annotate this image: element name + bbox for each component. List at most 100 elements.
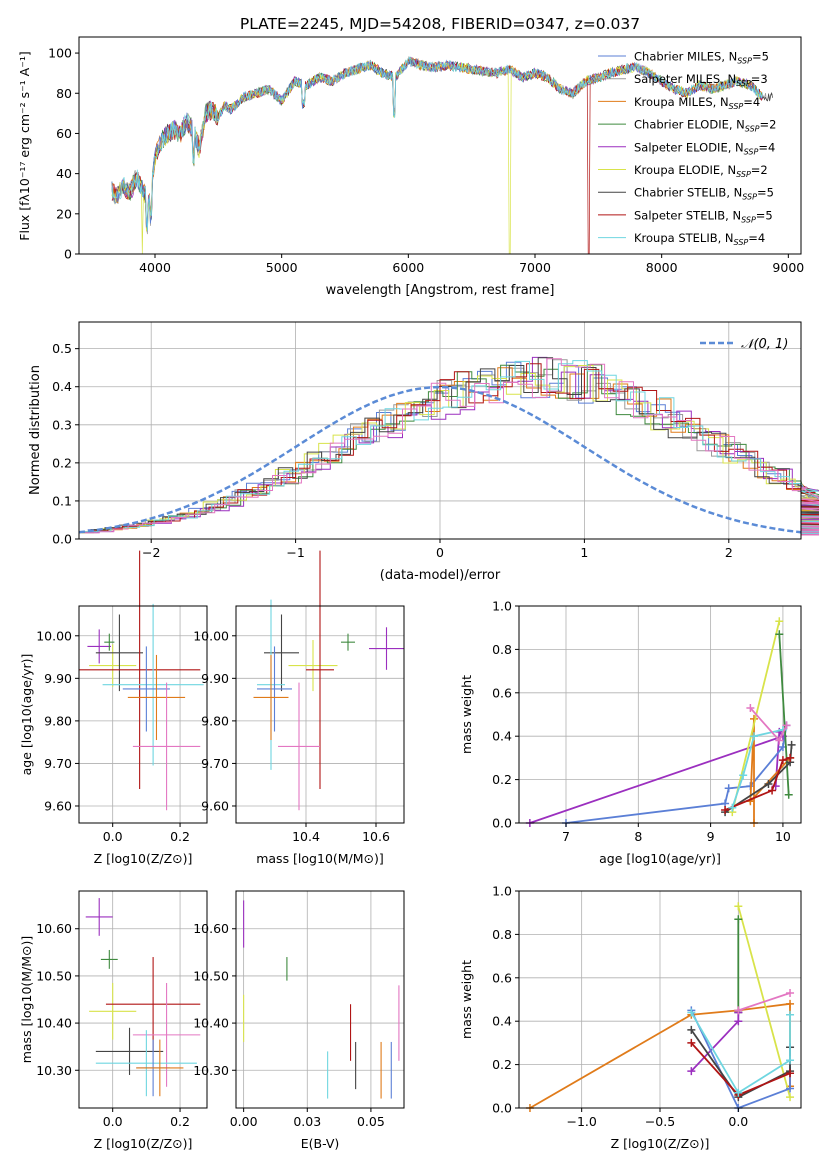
mass-vs-metallicity-panel: 0.0 0.2 10.30 10.40 10.50 10.60 Z [log10(Z/Z⊙)… bbox=[19, 890, 208, 1151]
histogram-step-extra_pink bbox=[84, 358, 819, 536]
x-tick-label: −2 bbox=[142, 545, 160, 560]
x-tick-label: 0.0 bbox=[103, 1114, 123, 1129]
axes-frame bbox=[235, 605, 405, 824]
legend-label: Chabrier MILES, NSSP=5 bbox=[634, 50, 769, 66]
y-tick-label: 9.80 bbox=[201, 713, 229, 728]
errorbar-point bbox=[257, 646, 292, 732]
y-tick-label: 20 bbox=[56, 206, 72, 221]
massweight-marker bbox=[734, 915, 743, 924]
y-tick-label: 9.70 bbox=[201, 756, 229, 771]
histogram-step-chabrier_stelib bbox=[90, 357, 819, 535]
histogram-step-chabrier_elodie bbox=[81, 364, 819, 535]
x-tick-label: 10 bbox=[775, 829, 791, 844]
y-tick-label: 10.40 bbox=[36, 1016, 72, 1031]
massweight-line-kroupa_elodie bbox=[731, 620, 781, 813]
massweight-marker bbox=[721, 805, 730, 814]
x-tick-label: 0 bbox=[436, 545, 444, 560]
massweight-vs-age-panel: 7 8 9 10 0.0 0.2 0.4 0.6 0.8 1.0 age [log10(age/yr… bbox=[459, 599, 802, 866]
x-tick-label: 0.0 bbox=[728, 1114, 748, 1129]
massweight-marker bbox=[775, 630, 784, 639]
massweight-marker bbox=[746, 703, 755, 712]
x-tick-label: 7 bbox=[562, 829, 570, 844]
y-axis-label: age [log10(age/yr)] bbox=[19, 654, 34, 776]
x-tick-label: 4000 bbox=[139, 260, 171, 275]
x-tick-label: 2 bbox=[725, 545, 733, 560]
histogram-ylabel: Normed distribution bbox=[28, 365, 43, 495]
axes-frame bbox=[235, 890, 405, 1109]
massweight-marker bbox=[687, 1038, 696, 1047]
x-tick-label: 10.4 bbox=[292, 829, 320, 844]
axes-frame bbox=[78, 605, 208, 824]
y-tick-label: 10.40 bbox=[193, 1016, 229, 1031]
y-tick-label: 0.4 bbox=[52, 379, 72, 394]
y-tick-label: 0.2 bbox=[52, 455, 72, 470]
x-tick-label: 6000 bbox=[392, 260, 424, 275]
y-tick-label: 80 bbox=[56, 86, 72, 101]
x-tick-label: 8000 bbox=[646, 260, 678, 275]
errorbar-point bbox=[132, 982, 201, 1087]
y-tick-label: 0.2 bbox=[492, 1057, 512, 1072]
massweight-marker bbox=[775, 736, 784, 745]
y-tick-label: 1.0 bbox=[492, 884, 512, 899]
legend-gaussian-label: 𝒩(0, 1) bbox=[741, 337, 788, 352]
massweight-marker bbox=[687, 1067, 696, 1076]
massweight-marker bbox=[687, 1025, 696, 1034]
errorbar-point bbox=[89, 982, 137, 1040]
x-tick-label: 5000 bbox=[266, 260, 298, 275]
age-vs-mass-panel: 10.4 10.6 9.60 9.70 9.80 9.90 10.00 mass [log10… bbox=[193, 550, 405, 866]
y-tick-label: 10.00 bbox=[193, 628, 229, 643]
spectrum-line-salpeter_stelib bbox=[111, 58, 763, 255]
errorbar-point bbox=[100, 949, 118, 969]
plot-area bbox=[85, 898, 201, 1097]
residual-histogram-panel: −2 −1 0 1 2 0.0 0.1 0.2 0.3 0.4 0.5 (data-model)/e… bbox=[28, 321, 819, 583]
massweight-marker bbox=[787, 740, 796, 749]
legend-label: Salpeter ELODIE, NSSP=4 bbox=[634, 140, 775, 156]
y-tick-label: 10.50 bbox=[193, 968, 229, 983]
axes-frame bbox=[78, 890, 208, 1109]
grid bbox=[79, 891, 207, 1108]
errorbar-point bbox=[95, 614, 143, 692]
x-tick-label: 1 bbox=[580, 545, 588, 560]
massweight-line-salpeter_elodie bbox=[529, 729, 785, 824]
massweight-line-kroupa_stelib bbox=[690, 1012, 791, 1095]
errorbar-point bbox=[136, 1039, 184, 1097]
legend-label: Salpeter STELIB, NSSP=5 bbox=[634, 208, 773, 224]
grid bbox=[236, 891, 404, 1108]
y-tick-label: 9.60 bbox=[44, 798, 72, 813]
y-tick-label: 100 bbox=[48, 46, 72, 61]
errorbar-point bbox=[341, 633, 355, 651]
y-tick-label: 10.50 bbox=[36, 968, 72, 983]
x-tick-label: 0.2 bbox=[170, 1114, 190, 1129]
ticks: −1.0 −0.5 0.0 0.0 0.2 0.4 0.6 0.8 1.0 bbox=[492, 884, 748, 1130]
massweight-marker bbox=[734, 1088, 743, 1097]
massweight-marker bbox=[786, 1093, 795, 1102]
y-tick-label: 0.6 bbox=[492, 685, 512, 700]
legend-label: Chabrier STELIB, NSSP=5 bbox=[634, 186, 774, 202]
massweight-line-kroupa_stelib bbox=[731, 728, 784, 809]
y-tick-label: 0.1 bbox=[52, 493, 72, 508]
y-axis-label: mass [log10(M/M⊙)] bbox=[19, 936, 34, 1064]
x-tick-label: −1 bbox=[286, 545, 304, 560]
massweight-marker bbox=[786, 1056, 795, 1065]
errorbar-point bbox=[79, 550, 201, 789]
y-tick-label: 0.0 bbox=[52, 532, 72, 547]
massweight-marker bbox=[739, 771, 748, 780]
spectrum-axes-frame bbox=[78, 36, 802, 255]
massweight-vs-metallicity-panel: −1.0 −0.5 0.0 0.0 0.2 0.4 0.6 0.8 1.0 Z [log10(Z/… bbox=[459, 884, 802, 1151]
x-tick-label: −0.5 bbox=[645, 1114, 675, 1129]
y-tick-label: 9.60 bbox=[201, 798, 229, 813]
massweight-marker bbox=[784, 790, 793, 799]
massweight-marker bbox=[786, 1010, 795, 1019]
plot-area bbox=[79, 550, 204, 811]
plot-area bbox=[253, 550, 404, 811]
massweight-line-salpeter_stelib bbox=[724, 757, 791, 811]
ticks: 10.4 10.6 9.60 9.70 9.80 9.90 10.00 bbox=[193, 628, 390, 844]
plot-area bbox=[243, 900, 400, 1099]
y-tick-label: 10.30 bbox=[36, 1063, 72, 1078]
massweight-line-chabrier_stelib bbox=[724, 744, 793, 813]
legend-label: Salpeter MILES, NSSP=3 bbox=[634, 72, 768, 88]
massweight-marker bbox=[734, 1017, 743, 1026]
y-axis-label: mass weight bbox=[459, 675, 474, 754]
legend-label: Kroupa MILES, NSSP=4 bbox=[634, 95, 760, 111]
x-axis-label: mass [log10(M/M⊙)] bbox=[256, 851, 384, 866]
